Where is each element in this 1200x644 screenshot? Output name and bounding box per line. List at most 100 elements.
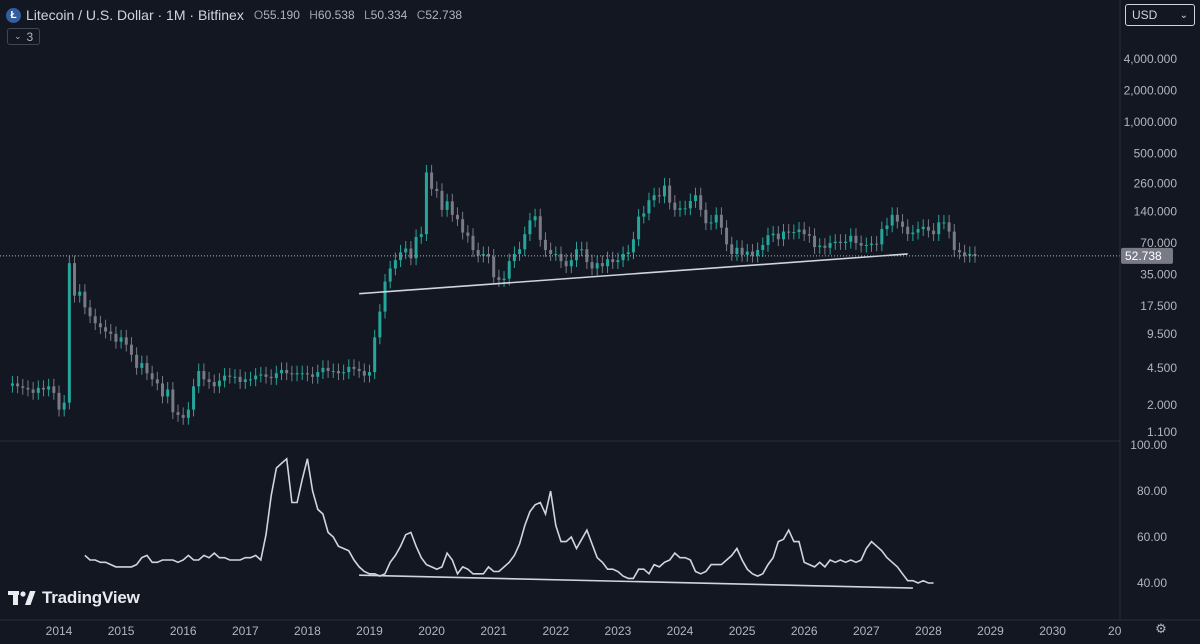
price-tick-label: 140.000 bbox=[1134, 204, 1178, 218]
candle-body bbox=[238, 376, 242, 383]
candle-body bbox=[254, 375, 258, 380]
candle-body bbox=[678, 208, 682, 210]
candle-body bbox=[937, 222, 941, 235]
candle-body bbox=[285, 369, 289, 374]
candle-body bbox=[57, 392, 61, 410]
open-label: O bbox=[253, 8, 264, 22]
candle-body bbox=[942, 222, 946, 224]
price-tick-label: 260.000 bbox=[1134, 176, 1178, 190]
candle-body bbox=[833, 241, 837, 243]
price-tick-label: 4,000.000 bbox=[1124, 52, 1178, 66]
close-label: C bbox=[416, 8, 426, 22]
candle-body bbox=[688, 201, 692, 209]
time-tick-label: 2025 bbox=[729, 624, 756, 638]
litecoin-icon: Ł bbox=[6, 7, 21, 23]
time-tick-label: 2024 bbox=[667, 624, 694, 638]
time-tick-label: 2019 bbox=[356, 624, 383, 638]
candle-body bbox=[652, 195, 656, 201]
candle-body bbox=[305, 373, 309, 375]
candle-body bbox=[212, 382, 216, 387]
candle-body bbox=[512, 253, 516, 262]
candle-body bbox=[849, 235, 853, 242]
candle-body bbox=[626, 252, 630, 254]
candle-body bbox=[362, 371, 366, 376]
candle-body bbox=[957, 250, 961, 253]
candle-body bbox=[223, 375, 227, 381]
candle-body bbox=[228, 375, 232, 377]
candle-body bbox=[419, 234, 423, 237]
candle-body bbox=[471, 235, 475, 251]
candle-body bbox=[807, 234, 811, 236]
candle-body bbox=[538, 216, 542, 240]
candle-body bbox=[921, 226, 925, 230]
candle-body bbox=[683, 208, 687, 210]
candle-body bbox=[766, 235, 770, 245]
candle-body bbox=[497, 277, 501, 281]
symbol-title[interactable]: Litecoin / U.S. Dollar · 1M · Bitfinex bbox=[26, 7, 244, 23]
candle-body bbox=[968, 253, 972, 256]
candle-body bbox=[409, 248, 413, 259]
candle-body bbox=[533, 216, 537, 221]
time-tick-label: 2018 bbox=[294, 624, 321, 638]
candle-body bbox=[543, 239, 547, 251]
candle-body bbox=[916, 229, 920, 233]
gear-icon[interactable]: ⚙ bbox=[1155, 621, 1167, 636]
candle-body bbox=[269, 376, 273, 379]
candle-body bbox=[554, 253, 558, 255]
candle-body bbox=[637, 216, 641, 240]
candle-body bbox=[202, 371, 206, 380]
price-tick-label: 35.000 bbox=[1140, 268, 1177, 282]
candle-body bbox=[487, 253, 491, 257]
tradingview-brand[interactable]: TradingView bbox=[8, 587, 140, 609]
candle-body bbox=[502, 278, 506, 281]
candle-body bbox=[430, 172, 434, 189]
candle-body bbox=[331, 371, 335, 373]
tradingview-logo-icon bbox=[8, 591, 36, 605]
candle-body bbox=[378, 311, 382, 338]
candle-body bbox=[424, 172, 428, 235]
indicators-toggle-button[interactable]: ⌄ 3 bbox=[7, 28, 41, 45]
candle-body bbox=[776, 233, 780, 240]
candle-body bbox=[31, 389, 35, 393]
candle-body bbox=[838, 241, 842, 243]
low-value: 50.334 bbox=[370, 8, 408, 22]
candle-body bbox=[606, 259, 610, 267]
candle-body bbox=[16, 383, 20, 387]
candle-body bbox=[21, 386, 25, 388]
candle-body bbox=[782, 231, 785, 240]
candle-body bbox=[730, 244, 734, 254]
candle-body bbox=[280, 369, 284, 374]
candle-body bbox=[564, 261, 568, 267]
candle-body bbox=[740, 247, 744, 255]
time-tick-label: 2023 bbox=[605, 624, 632, 638]
candle-body bbox=[714, 214, 718, 223]
candle-body bbox=[197, 371, 201, 387]
low-label: L bbox=[363, 8, 371, 22]
chevron-down-icon: ⌄ bbox=[14, 31, 22, 41]
currency-select[interactable]: USD ⌄ bbox=[1125, 4, 1195, 26]
candle-body bbox=[114, 333, 118, 342]
oscillator-trendline bbox=[359, 574, 913, 589]
time-tick-label: 2015 bbox=[108, 624, 135, 638]
candle-body bbox=[176, 412, 180, 415]
candle-body bbox=[787, 231, 791, 233]
candle-body bbox=[264, 374, 268, 377]
candle-body bbox=[104, 327, 108, 332]
candle-body bbox=[864, 244, 868, 246]
price-tick-label: 2.000 bbox=[1147, 398, 1177, 412]
candle-body bbox=[161, 383, 164, 397]
candle-body bbox=[662, 185, 666, 197]
time-tick-label: 2014 bbox=[46, 624, 73, 638]
candle-body bbox=[67, 263, 71, 403]
candle-body bbox=[41, 387, 45, 390]
candle-body bbox=[140, 363, 144, 368]
candle-body bbox=[36, 387, 40, 393]
candle-body bbox=[393, 260, 397, 269]
candle-body bbox=[124, 337, 128, 345]
candle-body bbox=[895, 214, 899, 222]
candle-body bbox=[694, 195, 698, 202]
oscillator-pane bbox=[84, 457, 934, 589]
time-tick-label: 2029 bbox=[977, 624, 1004, 638]
